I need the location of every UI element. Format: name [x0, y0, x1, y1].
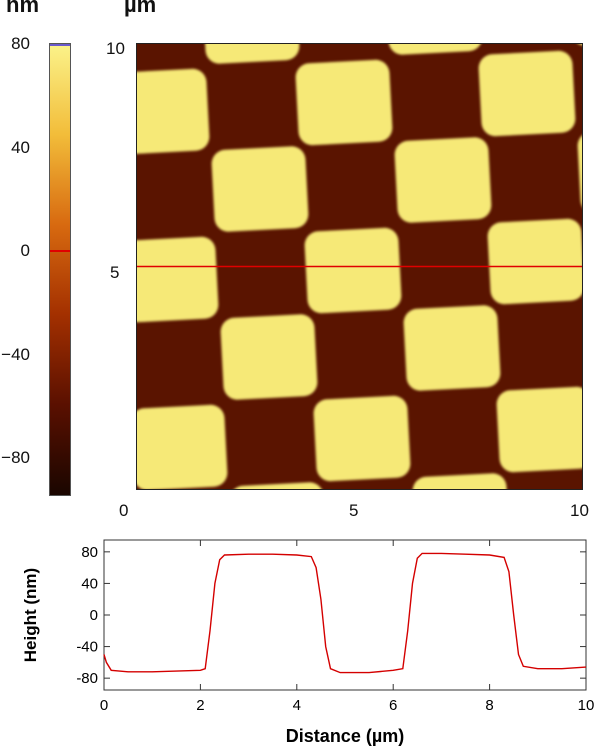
y-tick-label: 0 — [90, 607, 98, 624]
plot-frame — [103, 539, 587, 691]
image-x-tick-10: 10 — [570, 501, 589, 520]
x-tick-label: 4 — [293, 697, 301, 714]
series-line-height — [103, 552, 587, 674]
height-profile-chart: 0 2 4 6 8 10 80 40 0 -40 -80 Distance (µm) Height … — [21, 539, 595, 746]
raised-square — [487, 218, 583, 305]
colorbar-tick-label: 80 — [11, 34, 30, 53]
colorbar-gradient — [50, 44, 70, 495]
y-tick-label: 40 — [81, 575, 98, 592]
x-tick-label: 0 — [100, 697, 108, 714]
image-y-tick-10: 10 — [106, 39, 125, 58]
x-tick-label: 8 — [485, 697, 493, 714]
raised-square — [136, 236, 219, 323]
y-tick-label: 80 — [81, 544, 98, 561]
colorbar — [49, 43, 71, 496]
afm-height-image — [136, 43, 583, 490]
x-tick-label: 2 — [196, 697, 204, 714]
image-unit-label: µm — [124, 0, 157, 17]
colorbar-tick-label: 0 — [20, 241, 30, 261]
raised-square — [211, 146, 309, 232]
y-tick-label: -40 — [76, 639, 98, 656]
y-axis-label: Height (nm) — [21, 568, 40, 662]
raised-square — [403, 305, 501, 391]
raised-square — [220, 314, 318, 400]
raised-square — [313, 395, 411, 482]
colorbar-zero-marker — [50, 250, 70, 253]
colorbar-tick-label: −40 — [1, 344, 30, 364]
colorbar-top-marker — [50, 44, 70, 46]
colorbar-unit-label: nm — [6, 0, 39, 17]
raised-square — [304, 227, 402, 314]
x-axis-label: Distance (µm) — [286, 726, 404, 746]
x-tick-label: 6 — [389, 697, 397, 714]
raised-square — [496, 386, 583, 473]
colorbar-tick-label: 40 — [11, 137, 30, 157]
image-x-tick-0: 0 — [119, 501, 129, 520]
raised-square — [478, 50, 576, 137]
image-y-tick-5: 5 — [110, 263, 120, 282]
image-x-tick-5: 5 — [349, 501, 359, 520]
x-tick-label: 10 — [578, 697, 595, 714]
raised-square — [136, 404, 228, 490]
raised-square — [394, 137, 492, 223]
colorbar-tick-label: −80 — [1, 448, 30, 468]
y-tick-label: -80 — [76, 670, 98, 687]
raised-square — [136, 68, 210, 155]
raised-square — [295, 59, 393, 146]
